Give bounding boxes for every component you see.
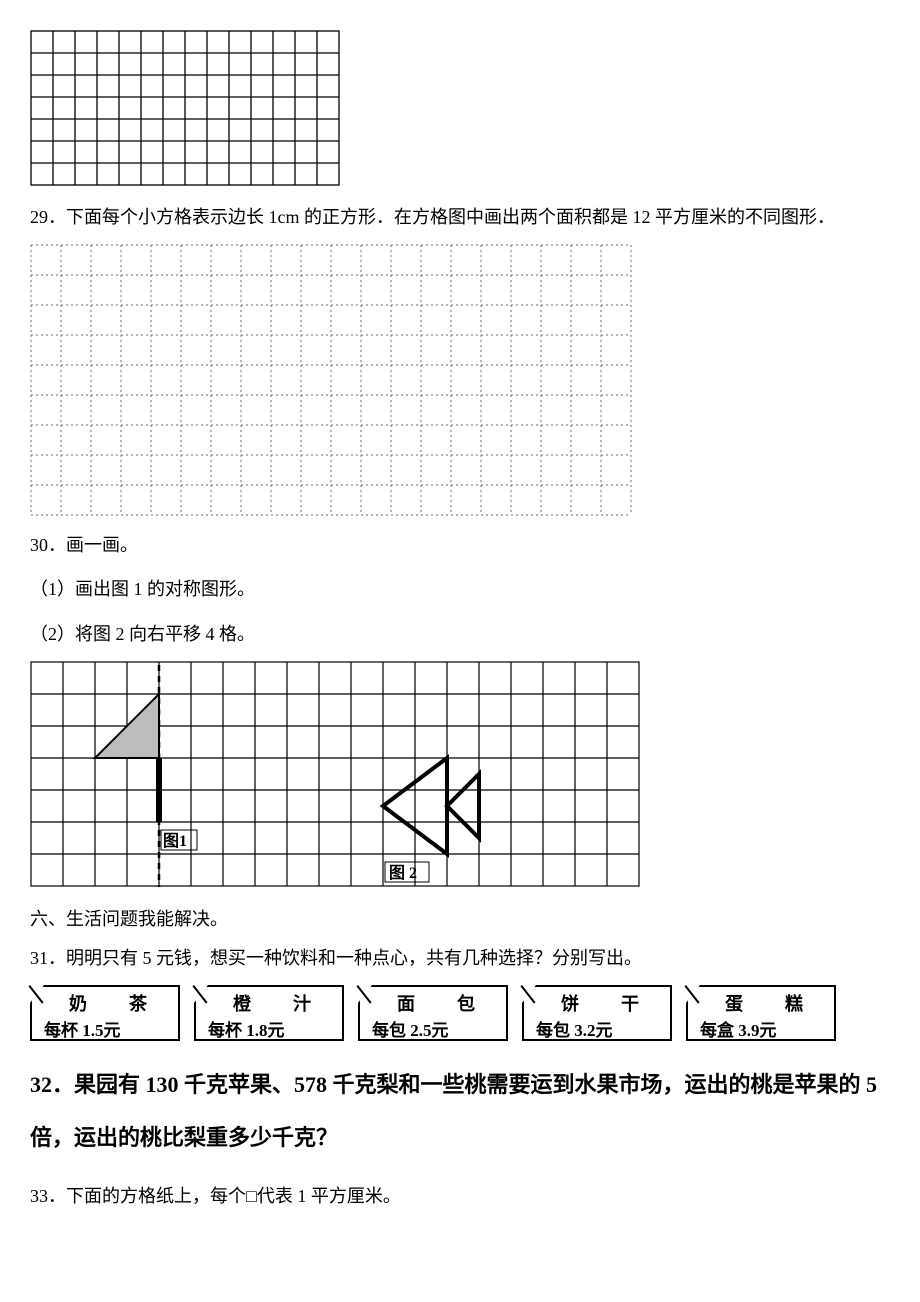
card-item-price: 每盒 3.9元 <box>700 1016 828 1041</box>
card-item-name: 蛋 糕 <box>700 990 828 1016</box>
question-30-title: 画一画。 <box>66 535 138 555</box>
card-flap-corner <box>30 985 44 1003</box>
card-item-price: 每包 2.5元 <box>372 1016 500 1041</box>
price-card: 橙 汁每杯 1.8元 <box>194 985 344 1041</box>
card-item-name: 橙 汁 <box>208 990 336 1016</box>
question-32: 32．果园有 130 千克苹果、578 千克梨和一些桃需要运到水果市场，运出的桃… <box>30 1059 890 1165</box>
svg-text:图1: 图1 <box>163 832 187 850</box>
section-6-title: 六、生活问题我能解决。 <box>30 905 890 931</box>
question-31-prefix: 31． <box>30 948 66 968</box>
card-item-name: 面 包 <box>372 990 500 1016</box>
question-29-prefix: 29． <box>30 207 66 227</box>
card-item-name: 饼 干 <box>536 990 664 1016</box>
question-29: 29．下面每个小方格表示边长 1cm 的正方形．在方格图中画出两个面积都是 12… <box>30 200 890 234</box>
grid-dotted <box>30 244 632 516</box>
question-29-text: 下面每个小方格表示边长 1cm 的正方形．在方格图中画出两个面积都是 12 平方… <box>66 207 835 227</box>
question-30-item-2: （2）将图 2 向右平移 4 格。 <box>30 617 890 651</box>
question-33-text: 下面的方格纸上，每个□代表 1 平方厘米。 <box>66 1186 401 1206</box>
card-item-name: 奶 茶 <box>44 990 172 1016</box>
grid-transformation: 图1 图 2 <box>30 661 640 887</box>
grid-small-container <box>30 30 890 186</box>
card-item-price: 每杯 1.5元 <box>44 1016 172 1041</box>
card-flap-corner <box>194 985 208 1003</box>
price-card: 蛋 糕每盒 3.9元 <box>686 985 836 1041</box>
price-card: 面 包每包 2.5元 <box>358 985 508 1041</box>
question-30: 30．画一画。 <box>30 528 890 562</box>
question-32-prefix: 32． <box>30 1072 74 1097</box>
question-33: 33．下面的方格纸上，每个□代表 1 平方厘米。 <box>30 1179 890 1213</box>
question-30-prefix: 30． <box>30 535 66 555</box>
grid-transformation-container: 图1 图 2 <box>30 661 890 887</box>
question-31-text: 明明只有 5 元钱，想买一种饮料和一种点心，共有几种选择？分别写出。 <box>66 948 642 968</box>
card-item-price: 每包 3.2元 <box>536 1016 664 1041</box>
price-card: 奶 茶每杯 1.5元 <box>30 985 180 1041</box>
grid-small <box>30 30 340 186</box>
question-33-prefix: 33． <box>30 1186 66 1206</box>
question-31: 31．明明只有 5 元钱，想买一种饮料和一种点心，共有几种选择？分别写出。 <box>30 941 890 975</box>
card-flap-corner <box>686 985 700 1003</box>
price-cards-row: 奶 茶每杯 1.5元橙 汁每杯 1.8元面 包每包 2.5元饼 干每包 3.2元… <box>30 985 890 1041</box>
card-flap-corner <box>358 985 372 1003</box>
price-card: 饼 干每包 3.2元 <box>522 985 672 1041</box>
question-32-text: 果园有 130 千克苹果、578 千克梨和一些桃需要运到水果市场，运出的桃是苹果… <box>30 1072 877 1150</box>
grid-dotted-container <box>30 244 890 516</box>
card-item-price: 每杯 1.8元 <box>208 1016 336 1041</box>
card-flap-corner <box>522 985 536 1003</box>
svg-text:图 2: 图 2 <box>389 864 417 882</box>
question-30-item-1: （1）画出图 1 的对称图形。 <box>30 572 890 606</box>
